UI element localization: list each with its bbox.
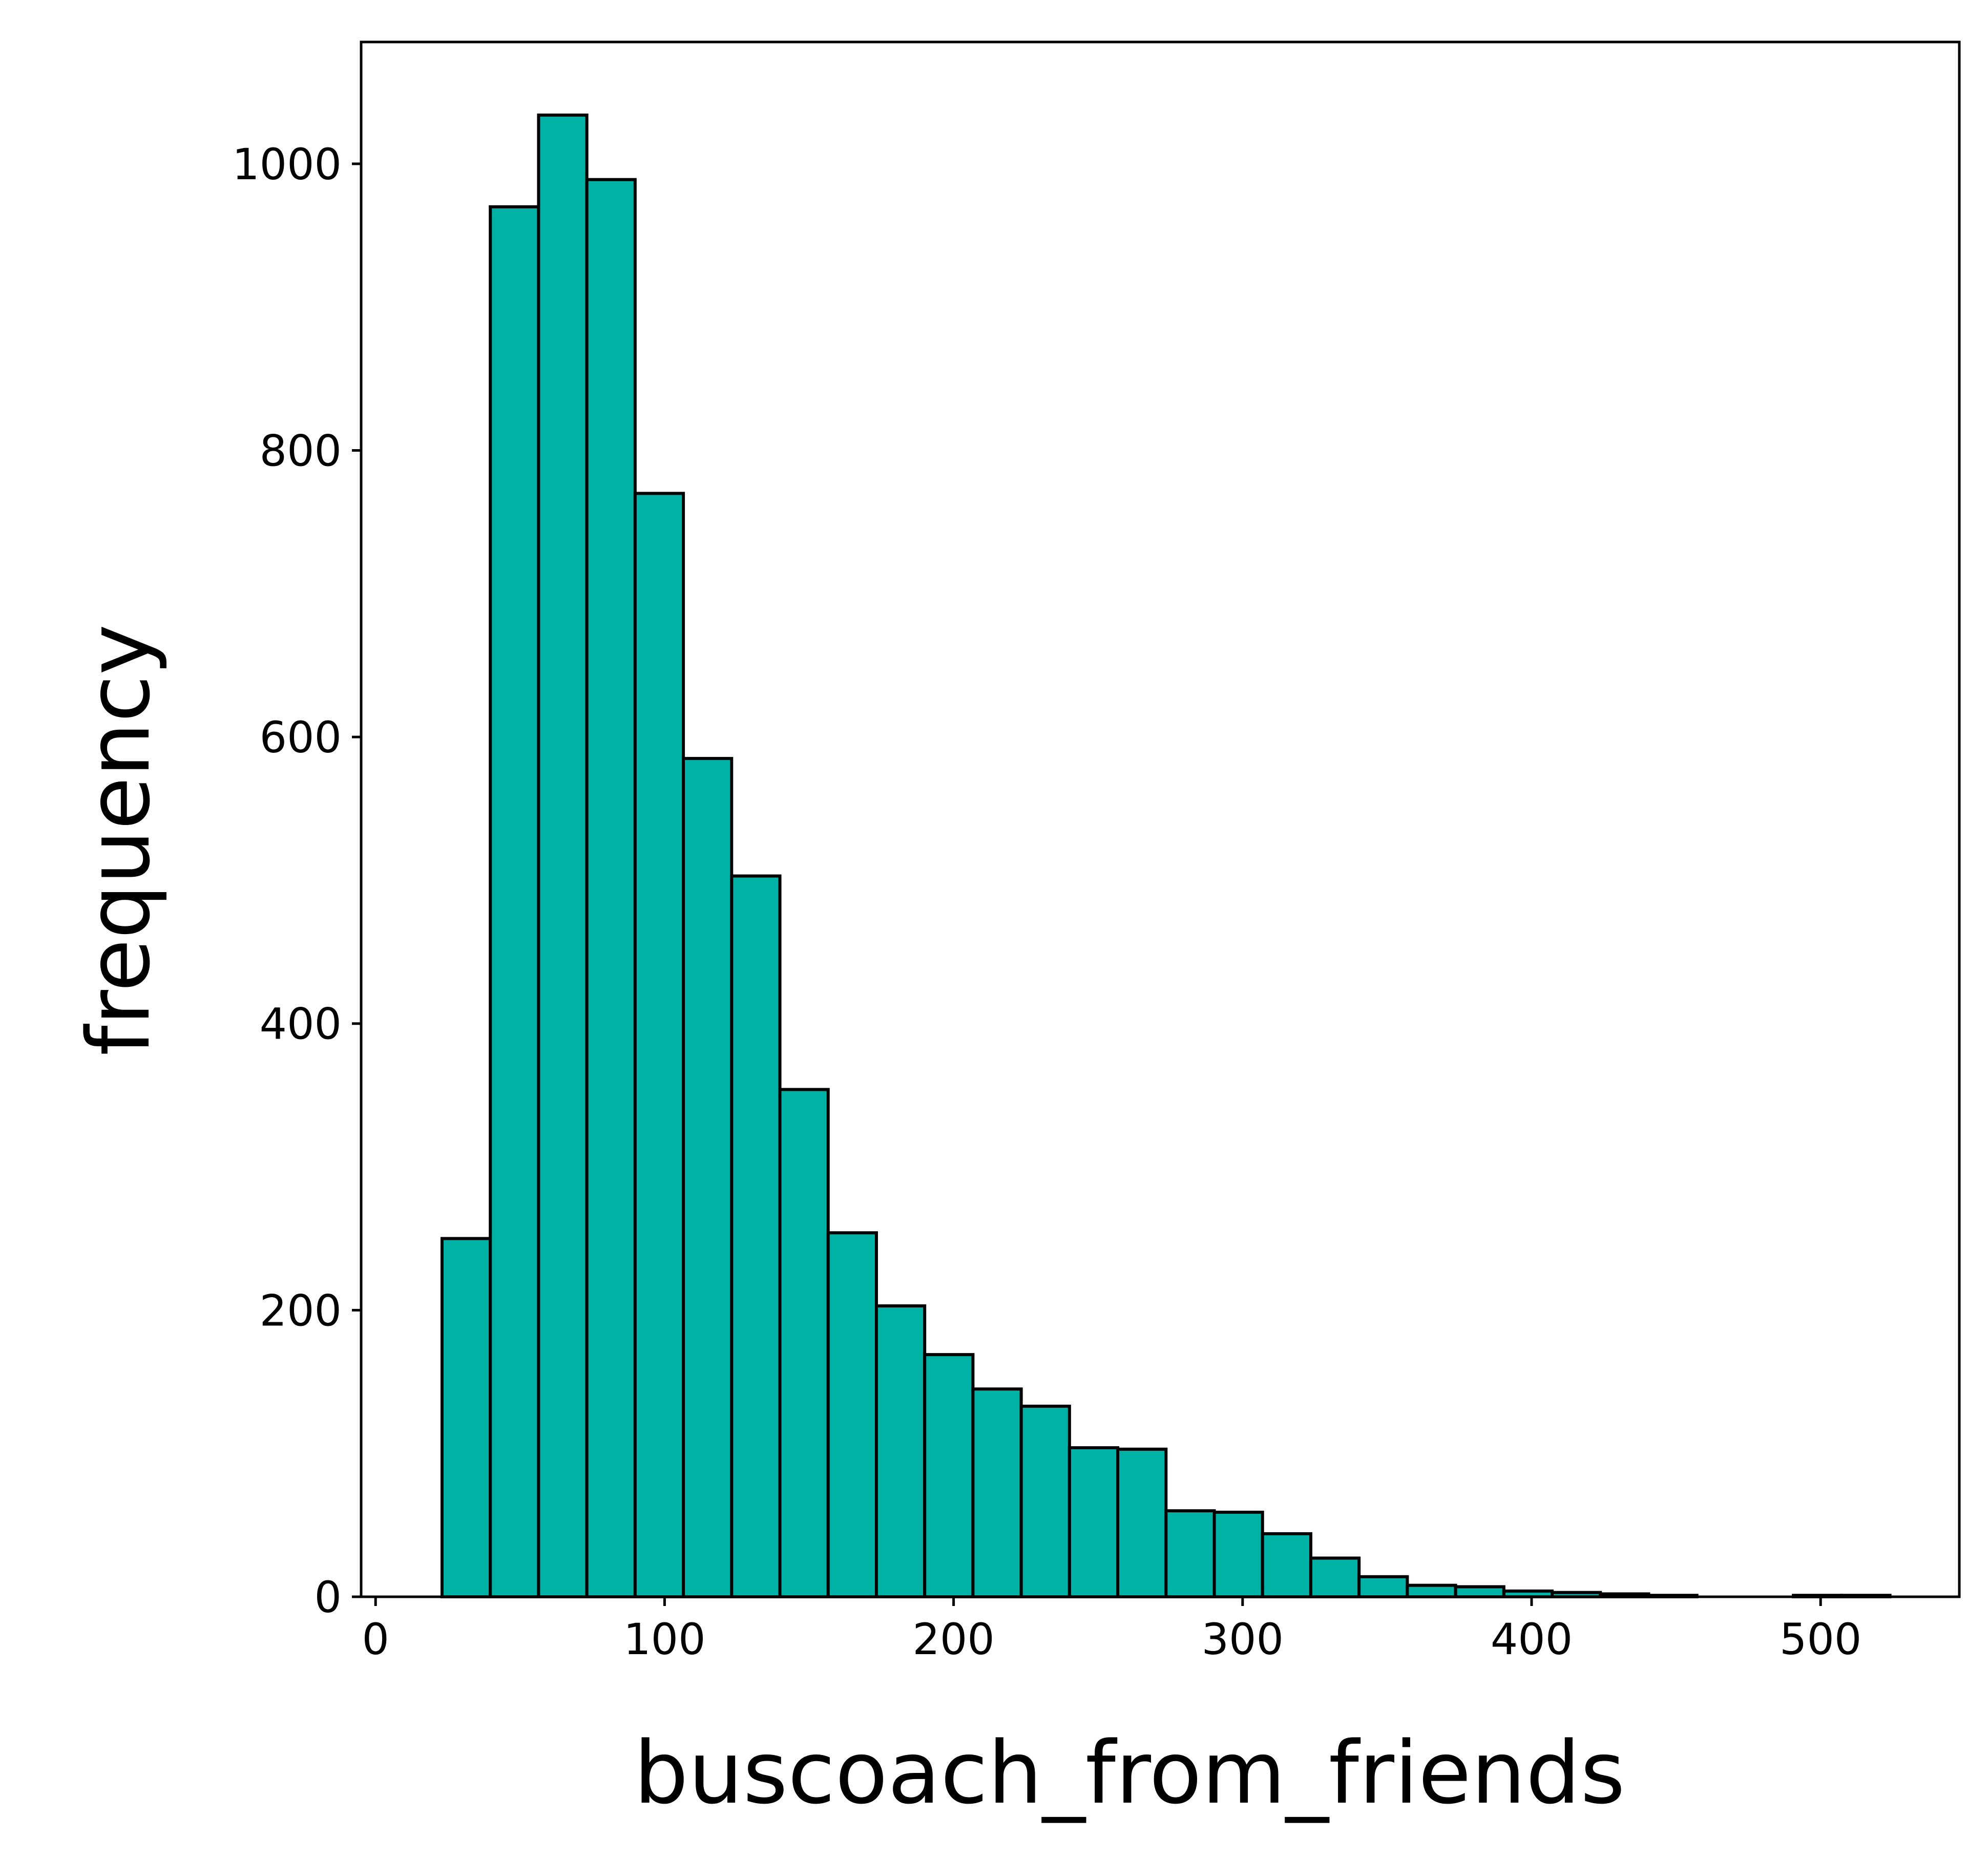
histogram-bar-20 xyxy=(1406,1583,1457,1598)
y-tick-label-2: 400 xyxy=(260,999,342,1049)
bars-group xyxy=(440,113,1892,1599)
histogram-bar-1 xyxy=(489,205,540,1598)
x-tick-label-3: 300 xyxy=(1202,1614,1284,1664)
x-tick-label-0: 0 xyxy=(362,1614,389,1664)
x-tick-label-4: 400 xyxy=(1491,1614,1573,1664)
y-tick-label-3: 600 xyxy=(260,712,342,763)
histogram-bar-18 xyxy=(1309,1556,1361,1598)
histogram-bar-3 xyxy=(585,178,637,1598)
histogram-bar-4 xyxy=(633,492,685,1598)
histogram-bar-15 xyxy=(1164,1509,1216,1598)
histogram-bar-14 xyxy=(1116,1447,1168,1598)
x-tick-label-1: 100 xyxy=(623,1614,705,1664)
histogram-bar-6 xyxy=(730,874,782,1598)
y-tick-label-0: 0 xyxy=(315,1572,342,1622)
y-tick-label-5: 1000 xyxy=(232,139,342,189)
histogram-bar-16 xyxy=(1212,1510,1264,1598)
histogram-bar-19 xyxy=(1357,1575,1409,1599)
histogram-bar-13 xyxy=(1068,1446,1120,1598)
y-tick-label-1: 200 xyxy=(260,1285,342,1336)
x-tick-label-5: 500 xyxy=(1780,1614,1861,1664)
x-tick-label-2: 200 xyxy=(912,1614,994,1664)
y-tick-label-4: 800 xyxy=(260,426,342,476)
histogram-bar-5 xyxy=(682,757,734,1598)
histogram-bar-0 xyxy=(440,1237,492,1599)
histogram-bar-2 xyxy=(537,113,589,1598)
y-axis-ticks: 0 200 400 600 800 1000 xyxy=(232,139,361,1622)
histogram-bar-11 xyxy=(971,1387,1023,1599)
y-axis-title: frequency xyxy=(69,624,169,1056)
plot-frame xyxy=(360,40,1961,1598)
histogram-bar-7 xyxy=(778,1088,830,1599)
x-axis-title: buscoach_from_friends xyxy=(634,1723,1625,1823)
histogram-bar-8 xyxy=(826,1231,878,1599)
histogram-bar-17 xyxy=(1261,1532,1312,1598)
histogram-bar-10 xyxy=(923,1353,975,1599)
histogram-bar-9 xyxy=(874,1304,927,1598)
histogram-bar-12 xyxy=(1019,1404,1071,1599)
histogram-bar-21 xyxy=(1454,1585,1505,1598)
x-axis-ticks: 0 100 200 300 400 500 xyxy=(362,1597,1861,1664)
